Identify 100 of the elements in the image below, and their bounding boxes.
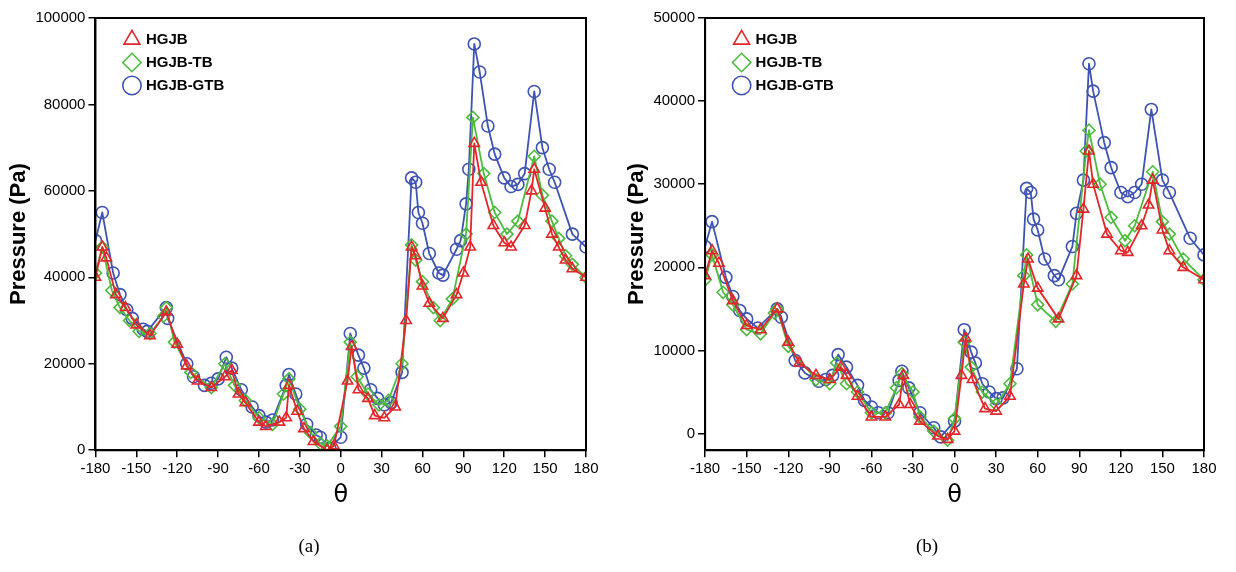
point bbox=[1048, 314, 1063, 329]
point bbox=[1127, 185, 1142, 200]
x-axis-title: θ bbox=[947, 479, 962, 508]
x-tick-label: 0 bbox=[336, 459, 345, 477]
legend-label: HGJB-GTB bbox=[145, 75, 225, 93]
point bbox=[372, 398, 386, 412]
point bbox=[408, 253, 423, 267]
point bbox=[327, 439, 340, 450]
x-tick-label: 150 bbox=[1149, 459, 1175, 477]
point bbox=[539, 201, 552, 212]
point bbox=[732, 303, 747, 318]
x-tick-label: -120 bbox=[162, 459, 193, 477]
point bbox=[1114, 243, 1127, 255]
point bbox=[753, 327, 768, 341]
point bbox=[957, 322, 972, 337]
point bbox=[839, 376, 854, 391]
point bbox=[525, 184, 538, 195]
point bbox=[464, 240, 477, 251]
y-tick-label: 50000 bbox=[653, 8, 696, 26]
point bbox=[1118, 233, 1132, 248]
point bbox=[1030, 297, 1045, 312]
point bbox=[904, 397, 917, 409]
point bbox=[959, 331, 972, 342]
point bbox=[545, 214, 559, 228]
point bbox=[955, 368, 968, 380]
point bbox=[705, 214, 719, 229]
point bbox=[1163, 243, 1176, 255]
point bbox=[566, 261, 579, 273]
y-tick-label: 20000 bbox=[43, 353, 86, 371]
point bbox=[1069, 206, 1084, 221]
point bbox=[545, 227, 558, 238]
point bbox=[719, 270, 733, 285]
point bbox=[996, 391, 1010, 405]
point bbox=[445, 292, 460, 306]
y-tick-label: 0 bbox=[686, 423, 696, 441]
point bbox=[948, 424, 961, 435]
point bbox=[350, 369, 364, 384]
point bbox=[705, 248, 719, 262]
point bbox=[1101, 227, 1113, 238]
point bbox=[415, 274, 430, 289]
point bbox=[1155, 173, 1170, 187]
point bbox=[964, 360, 978, 374]
point bbox=[1076, 173, 1091, 187]
point bbox=[726, 293, 739, 305]
point bbox=[378, 410, 391, 422]
point bbox=[793, 356, 806, 367]
point bbox=[518, 218, 531, 230]
point bbox=[1177, 260, 1190, 272]
point bbox=[457, 266, 470, 277]
point bbox=[774, 310, 789, 325]
point bbox=[857, 393, 872, 408]
point bbox=[1003, 376, 1017, 391]
legend-label: HGJB-TB bbox=[145, 52, 213, 70]
point bbox=[1051, 273, 1066, 287]
x-tick-label: -150 bbox=[121, 459, 152, 477]
point bbox=[940, 433, 955, 448]
point bbox=[1077, 202, 1090, 213]
point bbox=[1120, 189, 1135, 204]
point bbox=[1135, 218, 1148, 230]
point bbox=[716, 285, 730, 300]
point bbox=[834, 360, 847, 371]
point bbox=[839, 360, 854, 374]
point bbox=[565, 257, 580, 272]
point bbox=[1162, 227, 1177, 241]
y-tick-label: 60000 bbox=[43, 181, 86, 199]
x-tick-label: 60 bbox=[1029, 459, 1047, 477]
point bbox=[368, 408, 381, 420]
text: (b) bbox=[914, 535, 940, 557]
point bbox=[933, 430, 948, 444]
point bbox=[1156, 223, 1169, 234]
point bbox=[1097, 135, 1112, 150]
point bbox=[409, 248, 422, 260]
point bbox=[528, 162, 541, 174]
point bbox=[1155, 214, 1170, 229]
point bbox=[535, 188, 550, 202]
point bbox=[1093, 177, 1107, 192]
point bbox=[273, 415, 286, 426]
legend-label: HGJB bbox=[145, 29, 188, 47]
y-axis-title: Pressure (Pa) bbox=[623, 163, 649, 306]
point bbox=[361, 391, 374, 403]
point bbox=[982, 385, 996, 399]
x-tick-label: 150 bbox=[532, 459, 558, 477]
point bbox=[559, 253, 572, 264]
point bbox=[706, 243, 719, 255]
point bbox=[1087, 177, 1100, 189]
point bbox=[739, 322, 754, 337]
point bbox=[975, 376, 990, 391]
point bbox=[990, 404, 1003, 415]
point bbox=[1086, 84, 1100, 98]
point bbox=[423, 296, 436, 308]
point bbox=[1144, 102, 1159, 117]
point bbox=[931, 429, 944, 440]
point bbox=[389, 400, 402, 411]
point bbox=[1127, 218, 1142, 233]
point bbox=[436, 311, 449, 323]
point bbox=[527, 149, 542, 164]
point bbox=[865, 410, 878, 421]
point bbox=[823, 372, 836, 384]
point bbox=[184, 365, 198, 380]
point bbox=[926, 424, 941, 438]
